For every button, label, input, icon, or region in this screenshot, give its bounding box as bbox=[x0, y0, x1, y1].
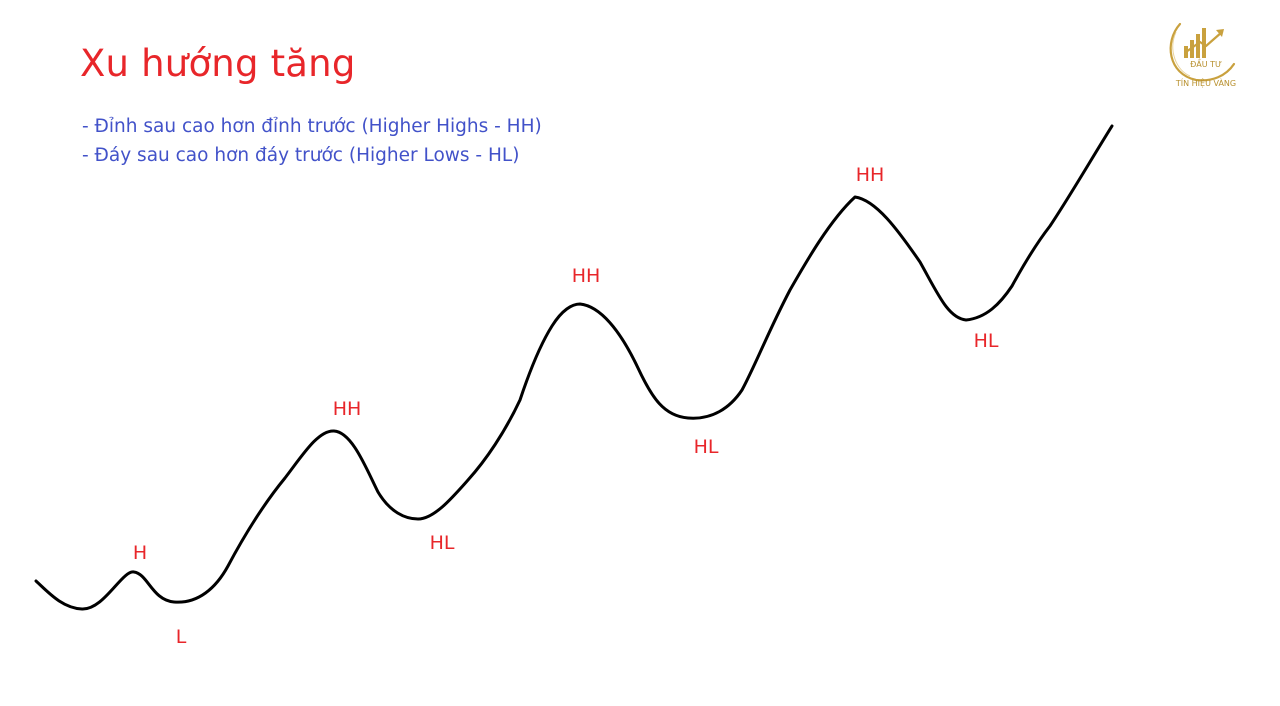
arrow-head-icon bbox=[1216, 29, 1224, 37]
label-hh-3: HH bbox=[856, 164, 885, 186]
brand-logo: ĐẦU TƯ TÍN HIỆU VÀNG bbox=[1169, 22, 1236, 89]
definition-list: - Đỉnh sau cao hơn đỉnh trước (Higher Hi… bbox=[82, 112, 542, 170]
price-trend-line bbox=[34, 124, 1114, 611]
label-hl-3: HL bbox=[974, 330, 999, 352]
definition-higher-highs: - Đỉnh sau cao hơn đỉnh trước (Higher Hi… bbox=[82, 116, 542, 137]
label-hh-2: HH bbox=[572, 265, 601, 287]
label-l: L bbox=[176, 626, 187, 648]
label-hl-2: HL bbox=[694, 436, 719, 458]
trend-arrow-icon bbox=[1184, 30, 1224, 54]
logo-ring-accent bbox=[1172, 31, 1191, 77]
label-hl-1: HL bbox=[430, 532, 455, 554]
label-hh-1: HH bbox=[333, 398, 362, 420]
logo-text-bottom: TÍN HIỆU VÀNG bbox=[1175, 77, 1236, 89]
logo-ring bbox=[1169, 22, 1236, 82]
page-title: Xu hướng tăng bbox=[80, 42, 356, 85]
logo-text-top: ĐẦU TƯ bbox=[1190, 57, 1222, 69]
definition-higher-lows: - Đáy sau cao hơn đáy trước (Higher Lows… bbox=[82, 145, 520, 166]
label-h: H bbox=[133, 542, 147, 564]
